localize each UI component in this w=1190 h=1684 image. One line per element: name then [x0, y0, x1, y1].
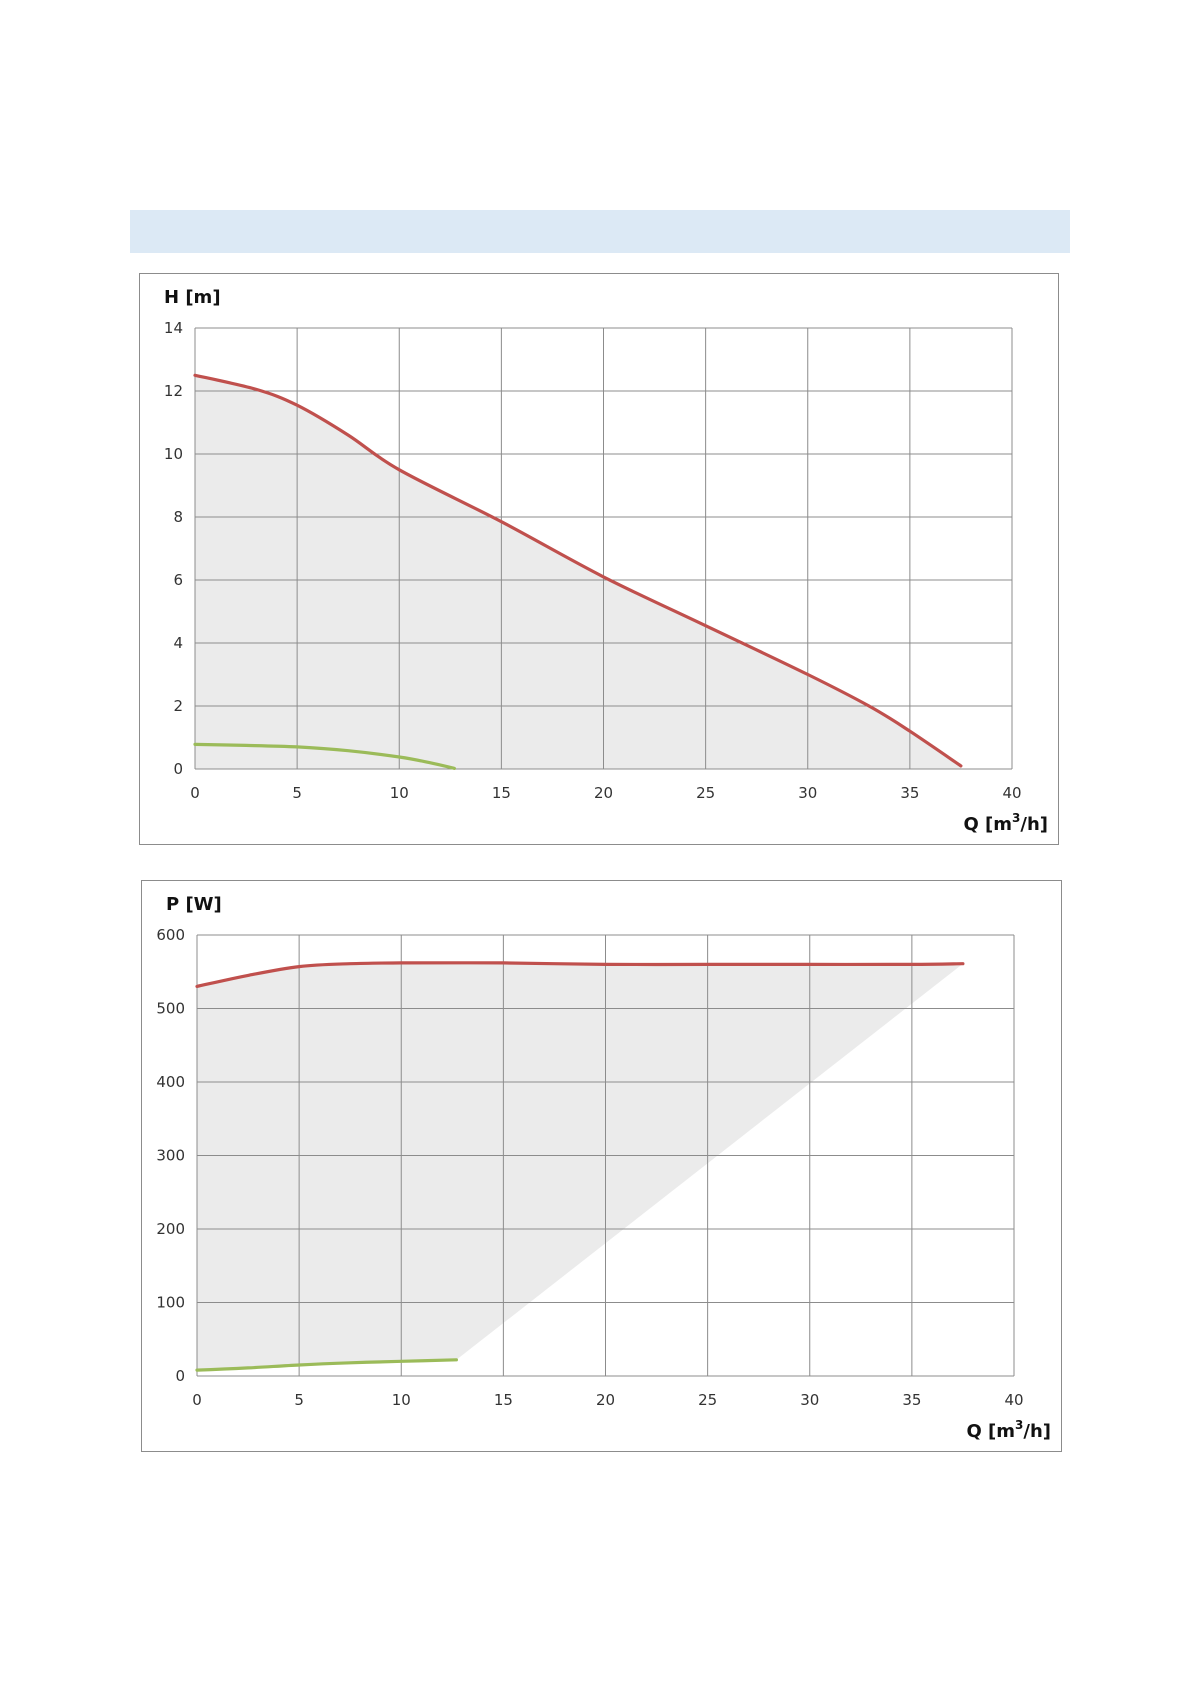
x-tick-label: 15 — [492, 784, 511, 802]
header-band — [130, 210, 1070, 253]
y-axis-label: H [m] — [164, 287, 221, 308]
x-tick-label: 10 — [392, 1391, 411, 1409]
y-tick-label: 100 — [156, 1294, 185, 1312]
x-tick-label: 20 — [594, 784, 613, 802]
y-tick-label: 200 — [156, 1220, 185, 1238]
x-tick-label: 40 — [1004, 1391, 1023, 1409]
x-tick-label: 30 — [798, 784, 817, 802]
y-tick-label: 12 — [164, 382, 183, 400]
plot-area: 0 2 4 6 8 10 12 14 0 5 10 15 20 25 30 35 40 — [164, 319, 1022, 802]
y-tick-label: 0 — [173, 760, 183, 778]
x-tick-label: 35 — [902, 1391, 921, 1409]
power-chart-svg: 0 100 200 300 400 500 600 0 5 10 15 20 25 30 35 40 P [W… — [156, 894, 1051, 1442]
operating-range-fill — [197, 962, 963, 1371]
max-curve — [195, 961, 965, 988]
y-tick-label: 600 — [156, 926, 185, 944]
max-curve — [193, 373, 963, 768]
y-tick-label: 8 — [173, 508, 183, 526]
y-tick-label: 2 — [173, 697, 183, 715]
y-tick-label: 0 — [175, 1367, 185, 1385]
x-tick-label: 30 — [800, 1391, 819, 1409]
x-tick-label: 15 — [494, 1391, 513, 1409]
x-tick-label: 40 — [1002, 784, 1021, 802]
y-axis-label: P [W] — [166, 894, 222, 915]
min-curve — [193, 742, 456, 770]
x-axis-label: Q [m3/h] — [963, 811, 1048, 835]
x-tick-label: 25 — [696, 784, 715, 802]
x-tick-label: 5 — [292, 784, 302, 802]
plot-area: 0 100 200 300 400 500 600 0 5 10 15 20 25 30 35 40 — [156, 926, 1023, 1409]
x-tick-label: 10 — [390, 784, 409, 802]
min-curve — [195, 1358, 458, 1372]
power-chart: 0 100 200 300 400 500 600 0 5 10 15 20 25 30 35 40 P [W… — [141, 880, 1062, 1452]
head-chart-svg: 0 2 4 6 8 10 12 14 0 5 10 15 20 25 30 35 40 H [m] Q [m3/… — [164, 287, 1048, 835]
y-tick-label: 6 — [173, 571, 183, 589]
x-axis-label: Q [m3/h] — [966, 1418, 1051, 1442]
x-tick-label: 20 — [596, 1391, 615, 1409]
y-tick-label: 4 — [173, 634, 183, 652]
y-tick-label: 14 — [164, 319, 183, 337]
x-tick-label: 0 — [192, 1391, 202, 1409]
y-tick-label: 400 — [156, 1073, 185, 1091]
y-tick-label: 300 — [156, 1147, 185, 1165]
y-tick-label: 500 — [156, 1000, 185, 1018]
x-tick-label: 35 — [900, 784, 919, 802]
head-chart: 0 2 4 6 8 10 12 14 0 5 10 15 20 25 30 35 40 H [m] Q [m3/… — [139, 273, 1059, 845]
x-tick-label: 5 — [294, 1391, 304, 1409]
x-tick-label: 0 — [190, 784, 200, 802]
operating-range-fill — [195, 375, 961, 769]
y-tick-label: 10 — [164, 445, 183, 463]
x-tick-label: 25 — [698, 1391, 717, 1409]
